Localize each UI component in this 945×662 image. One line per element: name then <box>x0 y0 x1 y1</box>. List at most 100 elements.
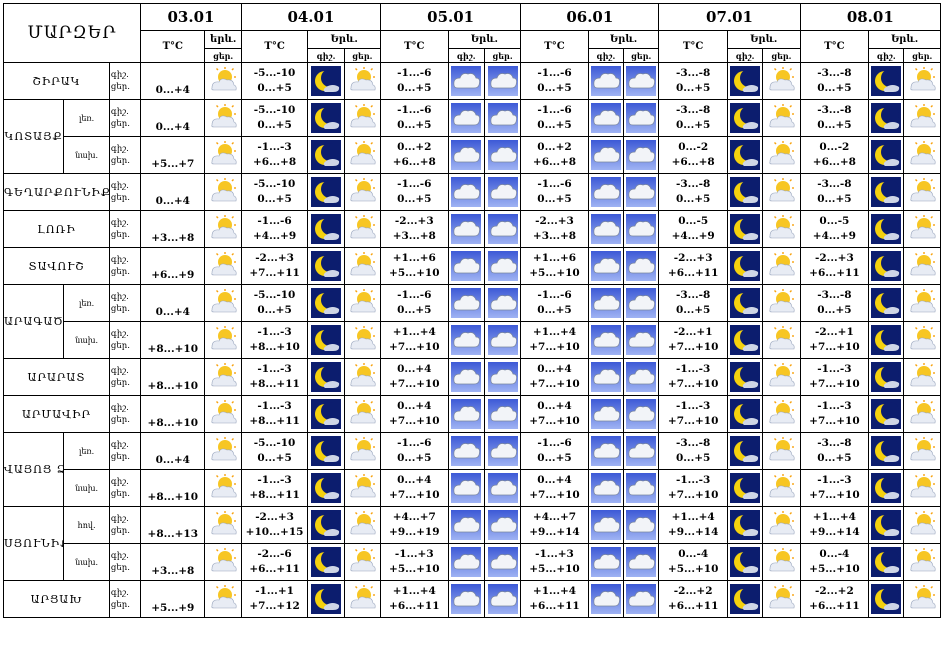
date-header: 07.01 <box>658 3 801 31</box>
temperature-cell: -1...-6 0...+5 <box>520 432 589 470</box>
temperature-cell: -1...-6 0...+5 <box>380 99 449 137</box>
temperature-cell: -1...-3 +7...+10 <box>658 358 728 396</box>
weather-icon-cell <box>762 321 801 359</box>
night-temperature: -2...+3 <box>255 511 294 523</box>
night-temperature: 0...+4 <box>537 474 572 486</box>
temperature-cell: 0...-4 +5...+10 <box>658 543 728 581</box>
night-temperature: -1...-3 <box>676 400 711 412</box>
weather-icon-cell <box>903 321 941 359</box>
day-temperature: +7...+10 <box>809 378 860 390</box>
day-temperature: 0...+5 <box>817 82 852 94</box>
night-temperature: -1...-3 <box>257 326 292 338</box>
sun-cloud-icon <box>907 584 938 614</box>
day-night-labels: գիշ. ցեր. <box>108 432 142 470</box>
sun-cloud-icon <box>766 177 797 207</box>
night-temperature: -3...-8 <box>676 289 711 301</box>
night-subheader: գիշ. <box>447 48 485 63</box>
weather-icon-cell <box>762 469 801 507</box>
table-row: ՎԱՅՈՑ ՁՈՐլեռ.գիշ. ցեր. 0...+4 -5...-10 0...+… <box>2 432 941 507</box>
day-temperature: 0...+5 <box>817 119 852 131</box>
temperature-cell: -1...-3 +7...+10 <box>658 395 728 433</box>
temp-header: T°C <box>140 30 206 63</box>
weather-icon-cell <box>447 506 485 544</box>
night-temperature: 0...+2 <box>397 141 432 153</box>
day-night-labels: գիշ. ցեր. <box>108 321 142 359</box>
temperature-cell: +8...+13 <box>140 506 206 544</box>
weather-icon-cell <box>204 358 242 396</box>
night-temperature: -3...-8 <box>817 289 852 301</box>
temperature-cell: -2...+1 +7...+10 <box>799 321 870 359</box>
cloud-icon <box>626 510 657 540</box>
temperature-cell: 0...-2 +6...+8 <box>658 136 728 174</box>
subregion-label: նախ. <box>63 321 110 359</box>
sun-cloud-icon <box>907 399 938 429</box>
day-temperature: 0...+5 <box>675 82 711 94</box>
day-temperature: 0...+4 <box>155 121 190 133</box>
weather-icon-cell <box>868 432 905 470</box>
phen-header: Երև. <box>307 30 382 49</box>
day-night-labels: գիշ. ցեր. <box>108 247 142 285</box>
night-temperature: -3...-8 <box>817 104 852 116</box>
sun-cloud-icon <box>208 473 239 503</box>
moon-icon <box>310 140 341 170</box>
temperature-cell: -1...-3 +7...+10 <box>658 469 728 507</box>
temperature-cell: -2...+3 +3...+8 <box>380 210 449 248</box>
sun-cloud-icon <box>208 510 239 540</box>
day-temperature: +5...+10 <box>809 563 860 575</box>
night-temperature: -1...-6 <box>397 289 432 301</box>
night-temperature: +4...+7 <box>532 511 577 523</box>
moon-icon <box>871 103 902 133</box>
night-temperature: -3...-8 <box>676 178 711 190</box>
table-row: ԱՐԱՐԱՏ գիշ. ցեր. +8...+10 -1...-3 +8...+11 0..… <box>3 358 941 396</box>
weather-icon-cell <box>447 358 485 396</box>
weather-icon-cell <box>483 62 522 100</box>
moon-icon <box>310 547 341 577</box>
temperature-cell: -1...-6 +4...+9 <box>240 210 309 248</box>
weather-icon-cell <box>343 136 382 174</box>
cloud-icon <box>487 177 518 207</box>
day-temperature: +7...+10 <box>389 415 440 427</box>
day-temperature: +9...+14 <box>809 526 860 538</box>
weather-icon-cell <box>587 136 625 174</box>
day-label: ցեր. <box>110 341 130 351</box>
weather-icon-cell <box>447 247 485 285</box>
temperature-cell: -1...-6 0...+5 <box>520 173 589 211</box>
weather-icon-cell <box>623 432 660 470</box>
night-temperature: 0...-4 <box>819 548 850 560</box>
night-label: գիշ. <box>110 403 129 413</box>
weather-icon-cell <box>447 432 485 470</box>
weather-icon-cell <box>762 358 801 396</box>
sun-cloud-icon <box>347 510 378 540</box>
night-label: գիշ. <box>110 366 129 376</box>
weather-icon-cell <box>868 173 905 211</box>
sun-cloud-icon <box>347 288 378 318</box>
night-temperature: +1...+4 <box>532 585 577 597</box>
weather-icon-cell <box>307 580 345 618</box>
cloud-icon <box>626 547 657 577</box>
cloud-icon <box>626 214 657 244</box>
table-row: ԱՐՄԱՎԻՐ գիշ. ցեր. +8...+10 -1...-3 +8...+11 0.… <box>3 395 941 433</box>
weather-icon-cell <box>587 358 625 396</box>
weather-icon-cell <box>343 358 382 396</box>
day-temperature: 0...+5 <box>537 304 572 316</box>
sun-cloud-icon <box>907 214 938 244</box>
table-row: ԿՈՏԱՅՔ լեռ. գիշ. ցեր. 0...+4 -5...-10 0...+5 -1… <box>2 99 941 174</box>
weather-icon-cell <box>483 136 522 174</box>
temperature-cell: +8...+10 <box>140 321 206 359</box>
date-header: 03.01 <box>140 3 242 31</box>
day-label: ցեր. <box>110 82 130 92</box>
weather-icon-cell <box>868 395 905 433</box>
day-label: ցեր. <box>110 230 130 240</box>
day-label: ցեր. <box>110 452 130 462</box>
weather-icon-cell <box>726 580 764 618</box>
sun-cloud-icon <box>347 547 378 577</box>
sun-cloud-icon <box>907 251 938 281</box>
weather-icon-cell <box>587 247 625 285</box>
weather-icon-cell <box>726 469 764 507</box>
sun-cloud-icon <box>347 325 378 355</box>
temperature-cell: -2...+3 +3...+8 <box>520 210 589 248</box>
night-temperature: -3...-8 <box>676 67 711 79</box>
weather-icon-cell <box>307 469 345 507</box>
weather-icon-cell <box>204 321 242 359</box>
weather-icon-cell <box>868 247 905 285</box>
